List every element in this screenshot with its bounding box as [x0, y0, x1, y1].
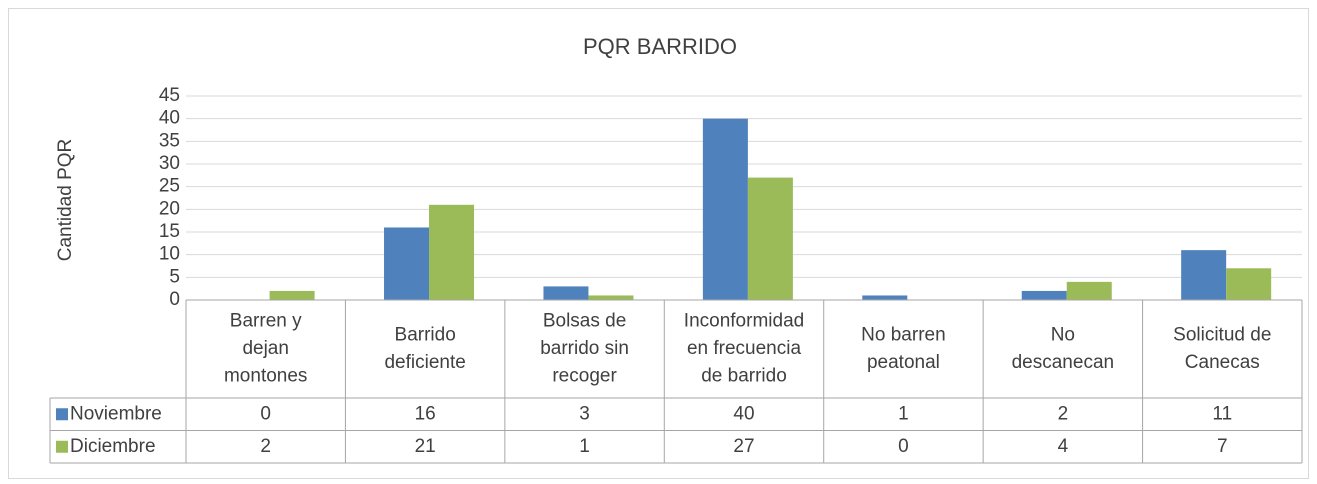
- y-tick-label: 35: [159, 130, 180, 151]
- y-tick-label: 20: [159, 198, 180, 219]
- x-tick-line: No barren: [861, 324, 946, 345]
- table-value: 2: [1058, 403, 1069, 424]
- y-tick-label: 10: [159, 244, 180, 265]
- x-tick-label: Solicitud de Canecas: [1173, 324, 1271, 373]
- y-tick-label: 25: [159, 176, 180, 197]
- x-tick-label: Bolsas de barrido sin recoger: [540, 311, 629, 387]
- x-tick-line: Canecas: [1185, 352, 1260, 373]
- table-value: 4: [1058, 436, 1069, 457]
- x-tick-line: deficiente: [384, 352, 465, 373]
- chart-frame: [8, 8, 1309, 479]
- x-tick-line: No: [1051, 324, 1075, 345]
- x-tick-label: Inconformidad en frecuencia de barrido: [684, 311, 804, 387]
- table-value: 1: [898, 403, 909, 424]
- legend-label: Diciembre: [70, 436, 156, 457]
- bar: [1181, 250, 1227, 300]
- x-tick-line: en frecuencia: [687, 338, 802, 359]
- bar: [269, 290, 315, 300]
- y-tick-label: 40: [159, 108, 180, 129]
- x-tick-line: de barrido: [701, 366, 787, 387]
- x-tick-line: Inconformidad: [684, 311, 804, 332]
- x-tick-label: Barrido deficiente: [384, 324, 465, 373]
- bar: [1066, 281, 1112, 300]
- bar: [588, 295, 634, 300]
- legend-key: [56, 408, 68, 421]
- y-tick-label: 45: [159, 85, 180, 106]
- bar: [862, 295, 908, 300]
- legend-label: Noviembre: [70, 403, 162, 424]
- table-value: 0: [260, 403, 271, 424]
- table-value: 40: [733, 403, 754, 424]
- y-tick-label: 5: [169, 266, 180, 287]
- table-value: 27: [733, 436, 754, 457]
- table-value: 0: [898, 436, 909, 457]
- table-value: 7: [1217, 436, 1228, 457]
- y-tick-label: 0: [169, 289, 180, 310]
- bar: [747, 177, 793, 300]
- x-tick-line: descanecan: [1012, 352, 1114, 373]
- x-tick-line: dejan: [242, 338, 289, 359]
- x-tick-line: recoger: [552, 366, 617, 387]
- table-value: 3: [579, 403, 590, 424]
- chart-title: PQR BARRIDO: [583, 34, 737, 59]
- table-value: 11: [1212, 403, 1232, 424]
- x-tick-line: Solicitud de: [1173, 324, 1271, 345]
- table-value: 16: [415, 403, 436, 424]
- table-value: 2: [260, 436, 271, 457]
- legend-key: [56, 440, 68, 453]
- bar: [543, 286, 589, 300]
- y-tick-label: 15: [159, 221, 180, 242]
- bar: [429, 204, 475, 300]
- y-axis-label: Cantidad PQR: [55, 139, 76, 262]
- bar: [1226, 268, 1272, 300]
- x-tick-label: No descanecan: [1012, 324, 1114, 373]
- x-tick-label: No barren peatonal: [861, 324, 946, 373]
- x-tick-line: Bolsas de: [543, 311, 626, 332]
- bar: [702, 118, 748, 301]
- x-tick-line: Barren y: [230, 311, 302, 332]
- bar: [384, 227, 430, 300]
- x-tick-label: Barren y dejan montones: [224, 311, 307, 387]
- bar: [1021, 290, 1067, 300]
- table-value: 1: [579, 436, 590, 457]
- x-tick-line: peatonal: [867, 352, 940, 373]
- y-tick-label: 30: [159, 153, 180, 174]
- x-tick-line: montones: [224, 366, 307, 387]
- x-tick-line: barrido sin: [540, 338, 629, 359]
- x-tick-line: Barrido: [395, 324, 456, 345]
- table-value: 21: [415, 436, 436, 457]
